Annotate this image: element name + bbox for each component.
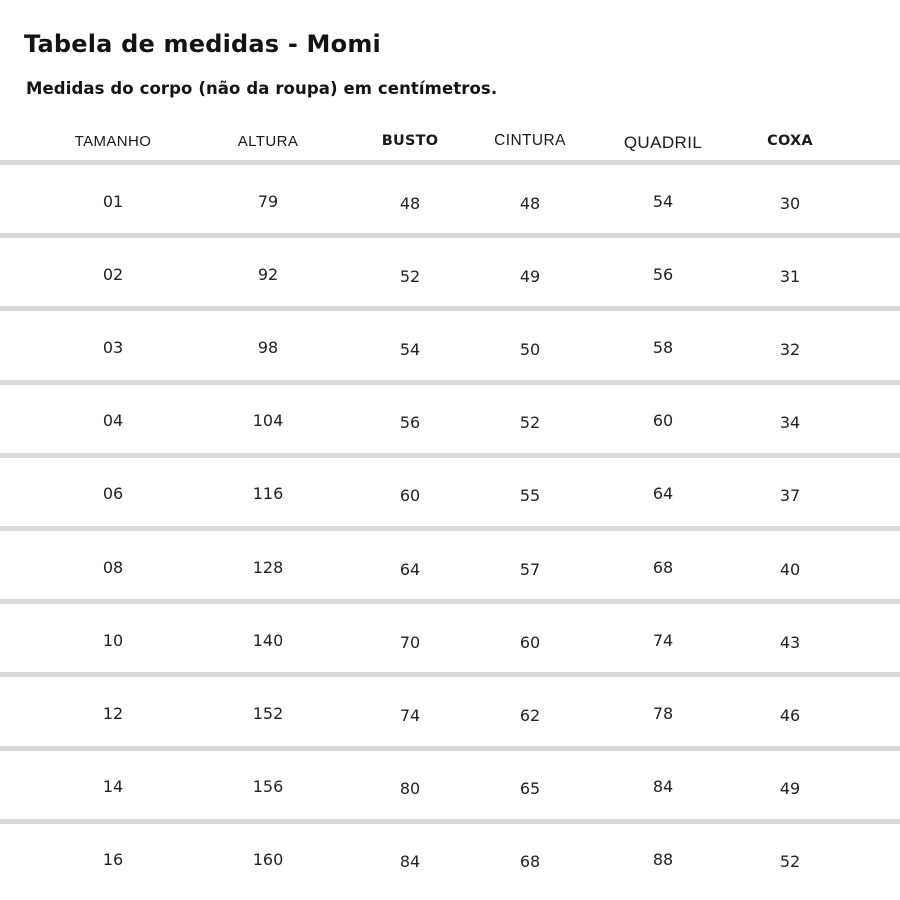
cintura-cell: 50	[519, 339, 541, 359]
page-subtitle: Medidas do corpo (não da roupa) em centí…	[26, 79, 498, 98]
quadril-cell: 60	[652, 411, 674, 431]
cintura-cell: 52	[519, 413, 541, 433]
column-header-cintura: CINTURA	[494, 132, 566, 149]
cintura-cell: 49	[519, 266, 541, 286]
table-row: 06 116 60 55 64 37	[0, 452, 900, 526]
coxa-cell: 52	[779, 852, 801, 872]
column-header-quadril: QUADRIL	[623, 133, 703, 152]
table-row: 08 128 64 57 68 40	[0, 525, 900, 599]
altura-cell: 116	[252, 484, 284, 504]
busto-cell: 64	[399, 559, 421, 579]
busto-cell: 52	[399, 266, 421, 286]
cintura-cell: 65	[519, 779, 541, 799]
altura-cell: 160	[252, 850, 284, 870]
size-cell: 04	[102, 411, 124, 431]
size-cell: 08	[102, 557, 124, 577]
quadril-cell: 56	[652, 264, 674, 284]
table-row: 16 160 84 68 88 52	[0, 818, 900, 892]
column-header-altura: ALTURA	[237, 132, 299, 150]
size-cell: 06	[102, 484, 124, 504]
altura-cell: 79	[257, 191, 279, 211]
table-row: 01 79 48 48 54 30	[0, 160, 900, 233]
coxa-cell: 40	[779, 559, 801, 579]
busto-cell: 54	[399, 339, 421, 359]
table-row: 04 104 56 52 60 34	[0, 379, 900, 453]
busto-cell: 74	[399, 705, 421, 725]
coxa-cell: 32	[779, 339, 801, 359]
size-cell: 02	[102, 264, 124, 284]
busto-cell: 60	[399, 486, 421, 506]
column-header-tamanho: TAMANHO	[74, 132, 152, 150]
busto-cell: 80	[399, 779, 421, 799]
size-cell: 12	[102, 703, 124, 723]
cintura-cell: 68	[519, 852, 541, 872]
coxa-cell: 37	[779, 486, 801, 506]
cintura-cell: 60	[519, 632, 541, 652]
busto-cell: 56	[399, 413, 421, 433]
table-header-row: TAMANHO ALTURA BUSTO CINTURA QUADRIL COX…	[0, 124, 900, 158]
coxa-cell: 30	[779, 193, 801, 213]
quadril-cell: 88	[652, 850, 674, 870]
quadril-cell: 64	[652, 484, 674, 504]
altura-cell: 104	[252, 411, 284, 431]
size-cell: 01	[102, 191, 124, 211]
quadril-cell: 78	[652, 703, 674, 723]
quadril-cell: 74	[652, 630, 674, 650]
table-row: 10 140 70 60 74 43	[0, 599, 900, 672]
quadril-cell: 58	[652, 337, 674, 357]
coxa-cell: 43	[779, 632, 801, 652]
busto-cell: 84	[399, 852, 421, 872]
altura-cell: 128	[252, 557, 284, 577]
altura-cell: 92	[257, 264, 279, 284]
table-row: 12 152 74 62 78 46	[0, 672, 900, 745]
busto-cell: 48	[399, 193, 421, 213]
busto-cell: 70	[399, 632, 421, 652]
page-title: Tabela de medidas - Momi	[24, 30, 381, 58]
altura-cell: 98	[257, 337, 279, 357]
cintura-cell: 48	[519, 193, 541, 213]
size-cell: 03	[102, 337, 124, 357]
size-cell: 10	[102, 630, 124, 650]
column-header-busto: BUSTO	[381, 133, 439, 149]
altura-cell: 140	[252, 630, 284, 650]
table-row: 03 98 54 50 58 32	[0, 306, 900, 379]
cintura-cell: 57	[519, 559, 541, 579]
table-row: 02 92 52 49 56 31	[0, 233, 900, 306]
measurement-table-body: 01 79 48 48 54 30 02 92 52 49 56 31 03 9…	[0, 160, 900, 892]
table-row: 14 156 80 65 84 49	[0, 745, 900, 819]
column-header-coxa: COXA	[767, 133, 813, 149]
coxa-cell: 49	[779, 779, 801, 799]
quadril-cell: 54	[652, 191, 674, 211]
altura-cell: 152	[252, 703, 284, 723]
quadril-cell: 68	[652, 557, 674, 577]
coxa-cell: 34	[779, 413, 801, 433]
altura-cell: 156	[252, 777, 284, 797]
quadril-cell: 84	[652, 777, 674, 797]
coxa-cell: 31	[779, 266, 801, 286]
cintura-cell: 55	[519, 486, 541, 506]
size-cell: 14	[102, 777, 124, 797]
size-cell: 16	[102, 850, 124, 870]
coxa-cell: 46	[779, 705, 801, 725]
cintura-cell: 62	[519, 705, 541, 725]
